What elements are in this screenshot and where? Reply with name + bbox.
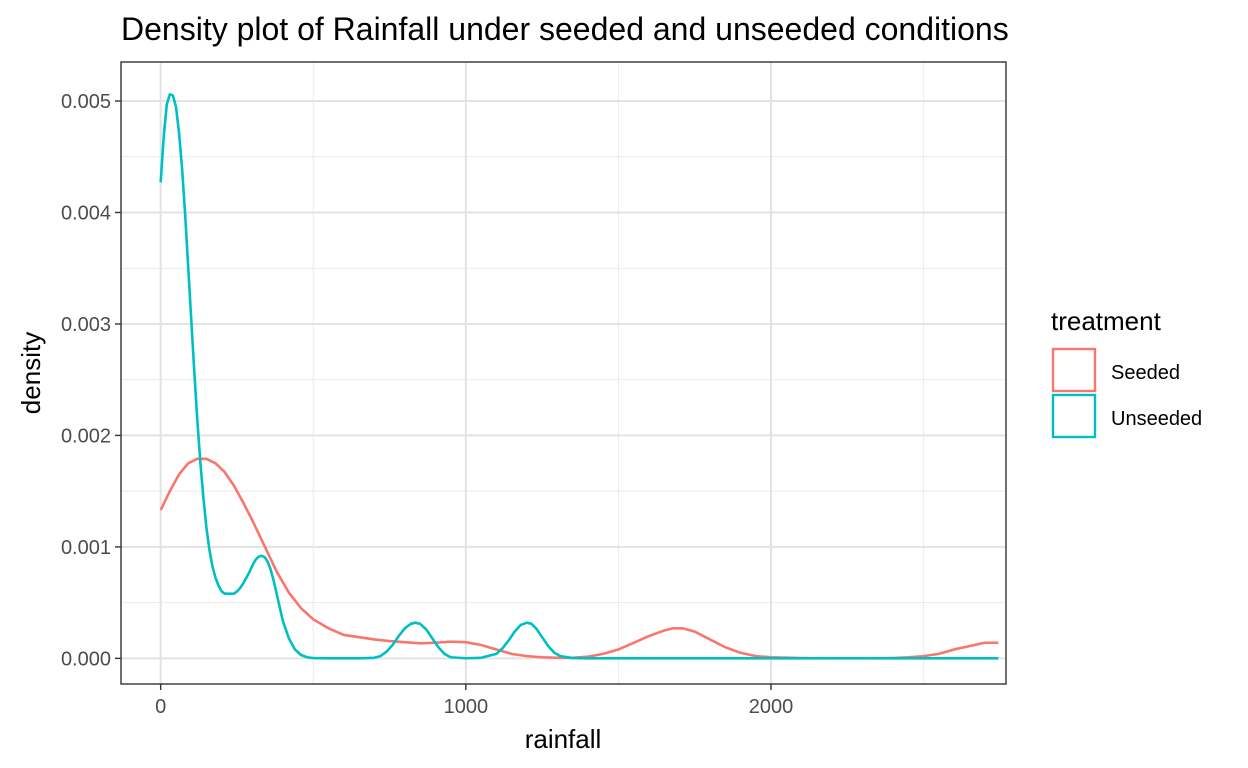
y-tick-label: 0.000 [61, 648, 111, 670]
x-tick-label: 1000 [444, 696, 489, 718]
legend-title: treatment [1051, 306, 1162, 336]
series-lines [159, 93, 999, 660]
x-tick-label: 0 [155, 696, 166, 718]
series-line-unseeded [159, 93, 999, 660]
y-tick-label: 0.002 [61, 425, 111, 447]
y-tick-label: 0.001 [61, 537, 111, 559]
grid-minor [121, 62, 1006, 684]
x-axis-ticks: 0 1000 2000 [155, 684, 793, 718]
legend-key-seeded [1051, 347, 1097, 393]
x-axis-title: rainfall [525, 724, 602, 754]
legend-key-unseeded [1051, 393, 1097, 439]
y-tick-label: 0.003 [61, 314, 111, 336]
legend-label-seeded: Seeded [1111, 362, 1180, 384]
y-tick-label: 0.004 [61, 202, 111, 224]
y-axis-ticks: 0.000 0.001 0.002 0.003 0.004 0.005 [61, 91, 121, 670]
y-axis-title: density [16, 332, 46, 414]
grid-major [121, 62, 1006, 684]
plot-panel-border [120, 61, 1007, 685]
x-tick-label: 2000 [749, 696, 794, 718]
legend: treatment Seeded Unseeded [1051, 306, 1202, 439]
legend-label-unseeded: Unseeded [1111, 408, 1202, 430]
y-tick-label: 0.005 [61, 91, 111, 113]
chart-title: Density plot of Rainfall under seeded an… [121, 11, 1009, 47]
